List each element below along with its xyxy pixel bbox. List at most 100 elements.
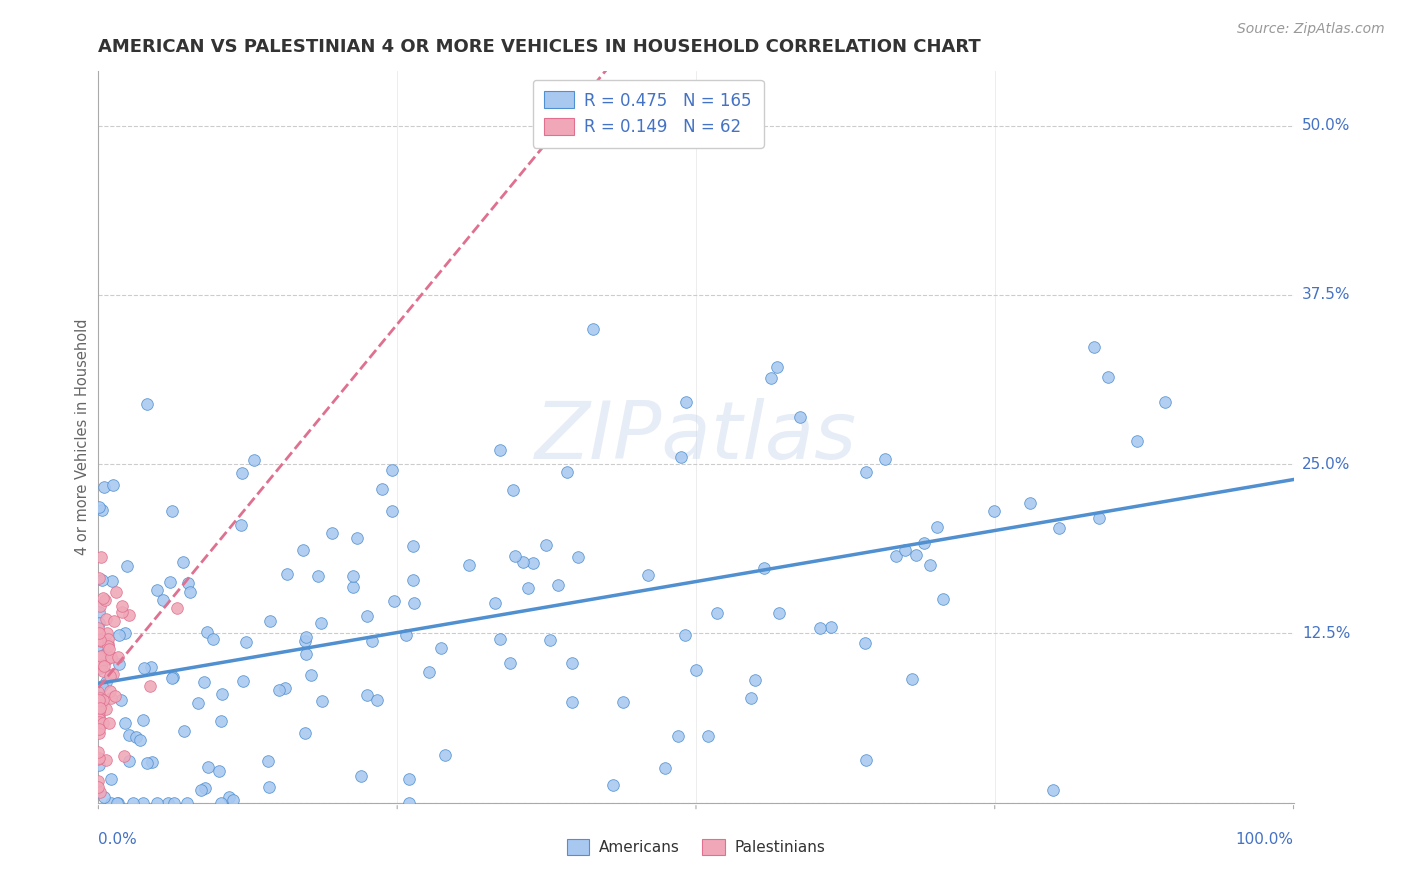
- Point: [208, 764, 231, 778]
- Point: [159, 575, 181, 590]
- Point: [294, 630, 316, 644]
- Point: [381, 463, 404, 477]
- Point: [100, 649, 122, 664]
- Point: [115, 558, 138, 573]
- Point: [222, 793, 245, 807]
- Point: [89, 599, 111, 614]
- Point: [162, 670, 184, 684]
- Point: [489, 632, 512, 647]
- Point: [808, 621, 831, 635]
- Point: [110, 599, 132, 613]
- Point: [90, 633, 112, 648]
- Point: [402, 539, 425, 553]
- Point: [129, 732, 152, 747]
- Y-axis label: 4 or more Vehicles in Household: 4 or more Vehicles in Household: [75, 318, 90, 556]
- Point: [101, 666, 124, 681]
- Point: [685, 663, 707, 677]
- Point: [160, 672, 183, 686]
- Point: [122, 796, 145, 810]
- Point: [294, 633, 316, 648]
- Point: [931, 591, 953, 606]
- Point: [96, 612, 118, 626]
- Point: [259, 614, 281, 628]
- Point: [295, 647, 318, 661]
- Point: [87, 650, 110, 665]
- Legend: Americans, Palestinians: Americans, Palestinians: [561, 833, 831, 861]
- Point: [920, 558, 942, 572]
- Point: [418, 665, 440, 679]
- Point: [561, 656, 583, 670]
- Point: [96, 753, 118, 767]
- Point: [299, 667, 322, 681]
- Point: [612, 695, 634, 709]
- Point: [370, 482, 392, 496]
- Point: [93, 480, 115, 494]
- Point: [97, 632, 120, 646]
- Point: [91, 591, 114, 606]
- Point: [110, 693, 132, 707]
- Point: [429, 640, 451, 655]
- Point: [195, 625, 218, 640]
- Point: [766, 359, 789, 374]
- Point: [98, 669, 121, 683]
- Point: [94, 648, 117, 662]
- Point: [602, 778, 624, 792]
- Point: [211, 687, 233, 701]
- Point: [87, 626, 110, 640]
- Point: [503, 549, 526, 564]
- Point: [135, 756, 157, 771]
- Point: [853, 636, 876, 650]
- Point: [87, 758, 110, 772]
- Point: [257, 754, 280, 768]
- Point: [91, 573, 114, 587]
- Point: [98, 642, 121, 657]
- Point: [111, 605, 134, 619]
- Text: ZIPatlas: ZIPatlas: [534, 398, 858, 476]
- Point: [107, 649, 129, 664]
- Point: [768, 606, 790, 620]
- Point: [118, 728, 141, 742]
- Point: [139, 679, 162, 693]
- Point: [294, 726, 316, 740]
- Point: [567, 550, 589, 565]
- Point: [98, 715, 121, 730]
- Point: [87, 716, 110, 731]
- Point: [366, 693, 388, 707]
- Point: [157, 796, 180, 810]
- Point: [202, 632, 225, 647]
- Point: [97, 637, 120, 651]
- Point: [152, 593, 174, 607]
- Point: [96, 674, 118, 689]
- Point: [179, 584, 201, 599]
- Point: [321, 525, 343, 540]
- Point: [132, 713, 155, 727]
- Point: [91, 679, 114, 693]
- Point: [654, 761, 676, 775]
- Point: [90, 649, 112, 664]
- Point: [87, 692, 110, 706]
- Point: [752, 561, 775, 575]
- Text: Source: ZipAtlas.com: Source: ZipAtlas.com: [1237, 22, 1385, 37]
- Point: [100, 796, 122, 810]
- Point: [276, 567, 298, 582]
- Point: [342, 568, 364, 582]
- Point: [927, 520, 949, 534]
- Point: [87, 722, 110, 736]
- Point: [177, 575, 200, 590]
- Point: [269, 683, 291, 698]
- Point: [104, 689, 127, 703]
- Point: [96, 625, 118, 640]
- Point: [166, 600, 188, 615]
- Point: [176, 796, 198, 810]
- Point: [855, 466, 877, 480]
- Point: [89, 785, 111, 799]
- Point: [93, 716, 115, 731]
- Point: [218, 790, 240, 805]
- Point: [89, 701, 111, 715]
- Point: [108, 657, 131, 672]
- Point: [342, 580, 364, 594]
- Point: [666, 729, 689, 743]
- Point: [402, 573, 425, 587]
- Point: [912, 536, 935, 550]
- Point: [402, 596, 425, 610]
